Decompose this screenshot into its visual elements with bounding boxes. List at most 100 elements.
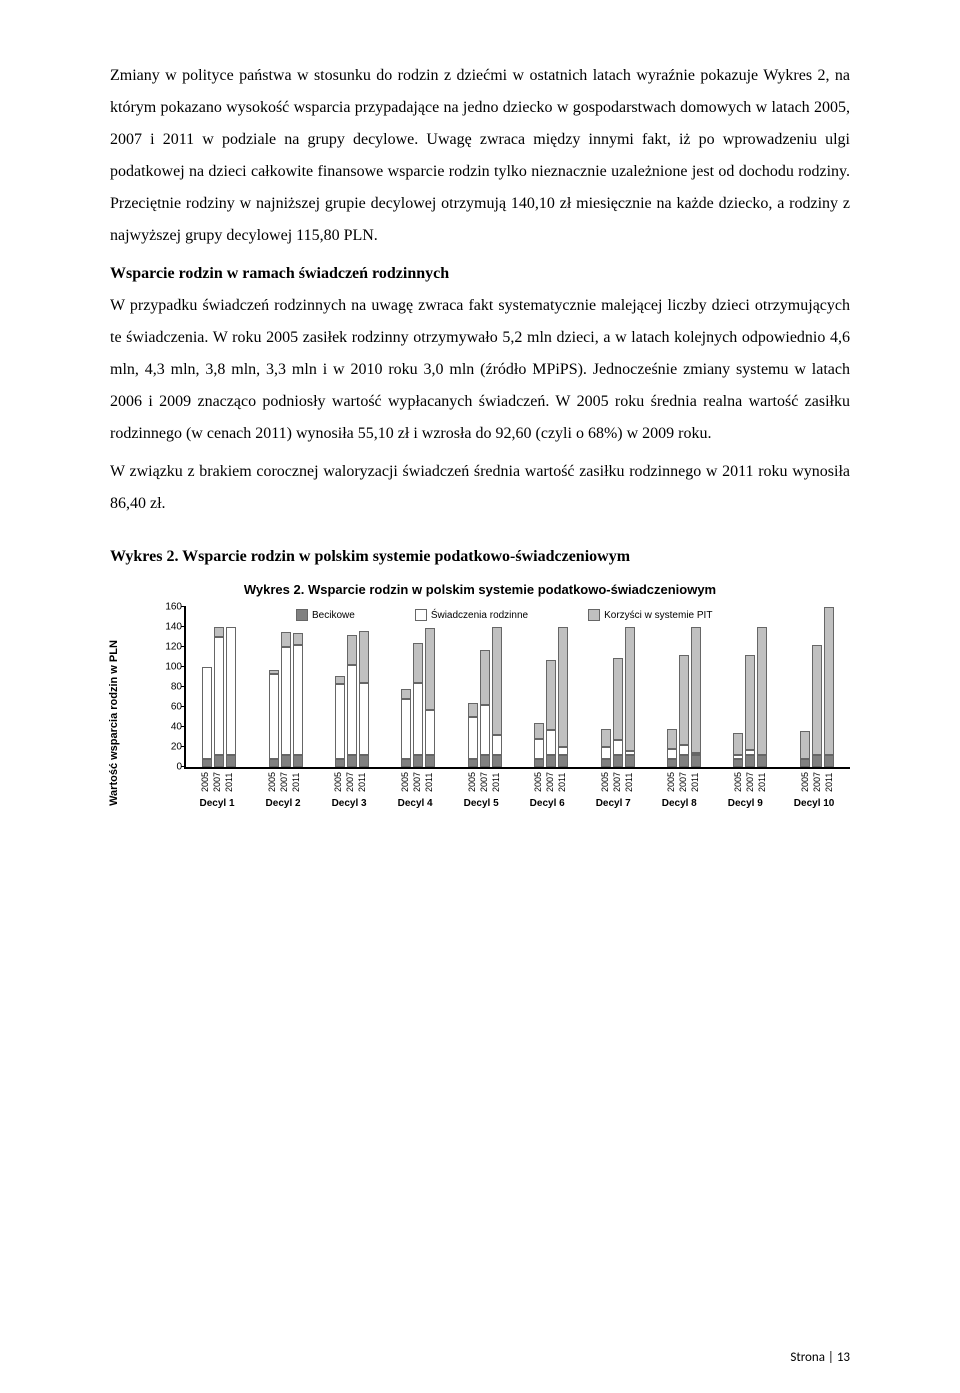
- chart-area: Wartość wsparcia rodzin w PLN BecikoweŚw…: [154, 607, 850, 827]
- paragraph-3: W związku z brakiem corocznej waloryzacj…: [110, 456, 850, 520]
- section-heading: Wsparcie rodzin w ramach świadczeń rodzi…: [110, 258, 850, 290]
- y-tick-label: 0: [156, 762, 182, 773]
- x-tick-year: 2011: [491, 772, 501, 792]
- bar-segment: [468, 717, 478, 759]
- stacked-bar: [667, 729, 677, 767]
- x-tick-labels: 2005200720112005200720112005200720112005…: [184, 772, 850, 792]
- stacked-bar: [480, 650, 490, 767]
- bar-segment: [401, 689, 411, 699]
- x-tick-year: 2011: [424, 772, 434, 792]
- bar-segment: [359, 631, 369, 683]
- stacked-bar: [691, 627, 701, 767]
- stacked-bar: [757, 627, 767, 767]
- x-tick-year: 2007: [212, 772, 222, 792]
- x-tick-group: 200520072011: [733, 772, 767, 792]
- y-tick-label: 140: [156, 622, 182, 633]
- x-tick-year: 2005: [533, 772, 543, 792]
- decile-label: Decyl 10: [794, 798, 835, 809]
- stacked-bar: [824, 607, 834, 767]
- stacked-bar: [202, 667, 212, 767]
- stacked-bar: [601, 729, 611, 767]
- bar-segment: [800, 731, 810, 759]
- bar-segment: [347, 665, 357, 755]
- x-tick-year: 2005: [733, 772, 743, 792]
- bar-segment: [401, 699, 411, 759]
- stacked-bar: [347, 635, 357, 767]
- decile-group: [269, 632, 303, 767]
- bar-segment: [492, 755, 502, 767]
- decile-group: [335, 631, 369, 767]
- y-tick-mark: [181, 726, 186, 727]
- decile-label: Decyl 2: [266, 798, 301, 809]
- x-tick-year: 2011: [757, 772, 767, 792]
- bar-segment: [359, 755, 369, 767]
- bar-segment: [733, 759, 743, 767]
- x-tick-group: 200520072011: [200, 772, 234, 792]
- bar-segment: [281, 632, 291, 647]
- bar-segment: [679, 655, 689, 745]
- decile-group: [401, 628, 435, 767]
- x-tick-year: 2007: [412, 772, 422, 792]
- y-axis-label: Wartość wsparcia rodzin w PLN: [108, 640, 120, 806]
- chart-container: Wykres 2. Wsparcie rodzin w polskim syst…: [110, 582, 850, 827]
- bar-segment: [413, 683, 423, 755]
- y-tick-label: 160: [156, 602, 182, 613]
- bar-segment: [202, 759, 212, 767]
- bar-segment: [625, 627, 635, 751]
- bar-segment: [202, 667, 212, 759]
- x-tick-group: 200520072011: [467, 772, 501, 792]
- decile-group: [667, 627, 701, 767]
- x-tick-year: 2011: [224, 772, 234, 792]
- x-tick-year: 2007: [745, 772, 755, 792]
- x-tick-year: 2007: [279, 772, 289, 792]
- bar-segment: [757, 627, 767, 755]
- bar-segment: [534, 723, 544, 739]
- bar-groups: [186, 607, 850, 767]
- bar-segment: [293, 633, 303, 645]
- stacked-bar: [679, 655, 689, 767]
- y-tick-mark: [181, 706, 186, 707]
- x-tick-year: 2007: [479, 772, 489, 792]
- bar-segment: [425, 710, 435, 755]
- x-tick-group: 200520072011: [533, 772, 567, 792]
- bar-segment: [613, 740, 623, 755]
- bar-segment: [601, 759, 611, 767]
- x-tick-year: 2005: [267, 772, 277, 792]
- y-tick-label: 100: [156, 662, 182, 673]
- stacked-bar: [558, 627, 568, 767]
- x-tick-year: 2011: [291, 772, 301, 792]
- x-tick-year: 2005: [666, 772, 676, 792]
- stacked-bar: [492, 627, 502, 767]
- bar-segment: [226, 755, 236, 767]
- paragraph-1: Zmiany w polityce państwa w stosunku do …: [110, 60, 850, 252]
- bar-segment: [480, 705, 490, 755]
- stacked-bar: [425, 628, 435, 767]
- bar-segment: [401, 759, 411, 767]
- x-tick-year: 2007: [678, 772, 688, 792]
- stacked-bar: [214, 627, 224, 767]
- stacked-bar: [812, 645, 822, 767]
- bar-segment: [492, 627, 502, 735]
- x-tick-group: 200520072011: [666, 772, 700, 792]
- bar-segment: [613, 755, 623, 767]
- bar-segment: [534, 759, 544, 767]
- bar-segment: [335, 684, 345, 759]
- y-tick-mark: [181, 766, 186, 767]
- stacked-bar: [269, 670, 279, 767]
- page-number: Strona | 13: [790, 1350, 850, 1365]
- bar-segment: [824, 755, 834, 767]
- bar-segment: [733, 733, 743, 755]
- bar-segment: [691, 627, 701, 753]
- x-tick-year: 2005: [200, 772, 210, 792]
- stacked-bar: [745, 655, 755, 767]
- bar-segment: [425, 628, 435, 710]
- stacked-bar: [359, 631, 369, 767]
- stacked-bar: [546, 660, 556, 767]
- decile-group: [601, 627, 635, 767]
- x-tick-year: 2011: [624, 772, 634, 792]
- bar-segment: [667, 749, 677, 759]
- bar-segment: [745, 755, 755, 767]
- y-tick-mark: [181, 646, 186, 647]
- bar-segment: [667, 729, 677, 749]
- bar-segment: [601, 747, 611, 759]
